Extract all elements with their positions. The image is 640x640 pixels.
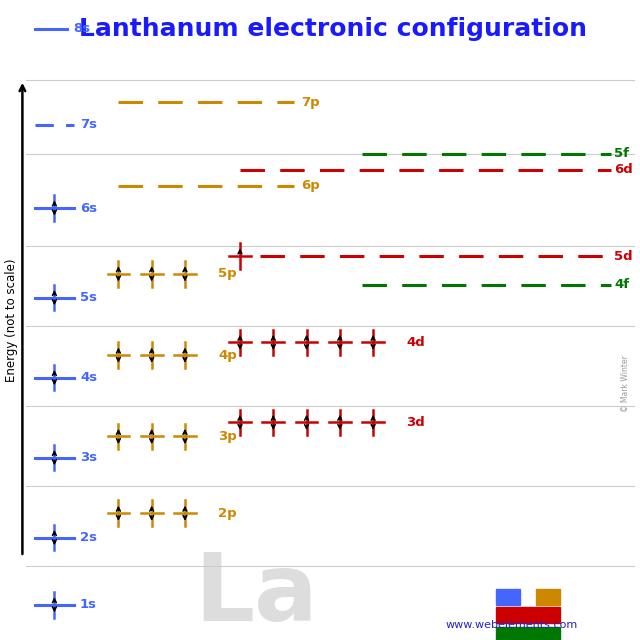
Bar (496, 589, 520, 605)
Text: 5f: 5f (614, 147, 629, 160)
Text: 6d: 6d (614, 163, 633, 176)
Text: 2p: 2p (218, 507, 237, 520)
Bar (536, 589, 560, 605)
Text: 6s: 6s (80, 202, 97, 214)
Text: 5s: 5s (80, 291, 97, 304)
Text: 3d: 3d (406, 416, 425, 429)
Text: 7s: 7s (80, 118, 97, 131)
Text: 2s: 2s (80, 531, 97, 544)
Bar (496, 627, 560, 640)
Text: 5p: 5p (218, 268, 237, 280)
Text: 7p: 7p (301, 96, 319, 109)
Text: 4f: 4f (614, 278, 630, 291)
Bar (496, 607, 560, 623)
Text: 8s: 8s (74, 22, 91, 35)
Text: 6p: 6p (301, 179, 319, 192)
Text: 3s: 3s (80, 451, 97, 464)
Text: 5d: 5d (614, 250, 633, 262)
Text: 4d: 4d (406, 336, 425, 349)
Text: 1s: 1s (80, 598, 97, 611)
Text: 4s: 4s (80, 371, 97, 384)
Text: © Mark Winter: © Mark Winter (621, 356, 630, 412)
Text: La: La (194, 549, 318, 640)
Text: 4p: 4p (218, 349, 237, 362)
Text: www.webelements.com: www.webelements.com (446, 620, 578, 630)
Text: Energy (not to scale): Energy (not to scale) (5, 259, 18, 381)
Text: 3p: 3p (218, 430, 237, 443)
Text: Lanthanum electronic configuration: Lanthanum electronic configuration (79, 17, 587, 41)
